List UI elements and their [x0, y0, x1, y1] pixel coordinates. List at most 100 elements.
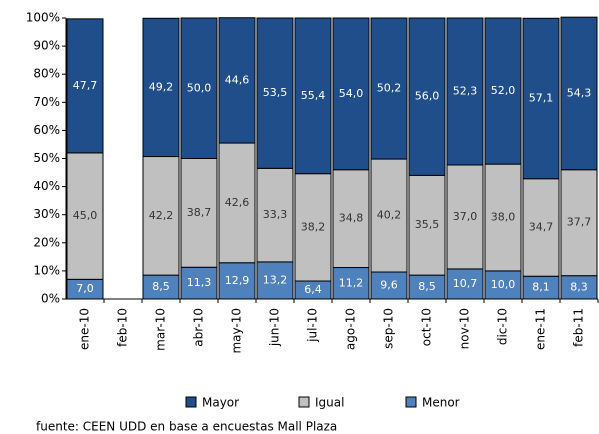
y-tick-label: 90%	[33, 39, 60, 53]
value-label: 8,3	[570, 280, 588, 293]
value-label: 56,0	[415, 90, 440, 103]
x-tick-label: ene-10	[78, 308, 92, 350]
value-label: 55,4	[301, 89, 326, 102]
x-tick-label: ago-10	[344, 308, 358, 350]
bar-segment	[180, 266, 218, 300]
bar-segment	[256, 261, 294, 300]
x-tick-label: abr-10	[192, 308, 206, 347]
value-label: 11,3	[187, 276, 212, 289]
bar-segment	[256, 17, 294, 169]
value-label: 52,0	[491, 84, 516, 97]
bar-segment	[66, 152, 104, 280]
legend-label: Menor	[422, 396, 460, 410]
value-label: 50,2	[377, 82, 402, 95]
value-label: 38,7	[187, 206, 212, 219]
bar-segment	[294, 173, 332, 282]
value-label: 35,5	[415, 218, 440, 231]
y-tick-label: 80%	[33, 67, 60, 81]
value-label: 54,0	[339, 87, 364, 100]
bar-segment	[294, 17, 332, 175]
y-tick-label: 0%	[41, 292, 60, 306]
value-label: 49,2	[149, 80, 174, 93]
legend-swatch	[405, 396, 417, 408]
value-label: 40,2	[377, 209, 402, 222]
bar-segment	[446, 268, 484, 300]
legend-label: Igual	[315, 396, 344, 410]
bar-segment	[484, 163, 522, 272]
x-tick-label: jun-10	[268, 308, 282, 347]
value-label: 8,1	[532, 281, 550, 294]
x-tick-label: dic-10	[496, 308, 510, 345]
bar-segment	[180, 158, 218, 268]
bar-segment	[446, 17, 484, 166]
bar-segment	[408, 17, 446, 176]
bar-segment	[370, 271, 408, 300]
x-tick-label: ene-11	[534, 308, 548, 350]
value-label: 45,0	[73, 209, 98, 222]
bar-segment	[370, 17, 408, 160]
bar-segment	[218, 262, 256, 300]
x-tick-label: feb-10	[116, 308, 130, 347]
value-label: 11,2	[339, 276, 364, 289]
x-tick-label: nov-10	[458, 308, 472, 349]
value-label: 12,9	[225, 274, 250, 287]
y-tick-label: 20%	[33, 235, 60, 249]
value-label: 10,7	[453, 277, 478, 290]
x-tick-label: mar-10	[154, 308, 168, 351]
bar-segment	[142, 156, 180, 276]
y-tick-label: 10%	[33, 263, 60, 277]
value-label: 10,0	[491, 278, 516, 291]
value-label: 8,5	[418, 280, 436, 293]
value-label: 47,7	[73, 79, 98, 92]
value-label: 33,3	[263, 208, 288, 221]
x-tick-label: oct-10	[420, 308, 434, 346]
bar-segment	[332, 169, 370, 269]
value-label: 42,2	[149, 209, 174, 222]
bar-segment	[522, 17, 560, 180]
value-label: 50,0	[187, 81, 212, 94]
value-label: 9,6	[380, 279, 398, 292]
bar-segment	[522, 178, 560, 277]
bar-segment	[66, 18, 104, 154]
y-tick-label: 40%	[33, 179, 60, 193]
value-label: 7,0	[76, 282, 94, 295]
x-tick-label: sep-10	[382, 308, 396, 349]
bar-segment	[484, 17, 522, 165]
y-tick-label: 100%	[26, 11, 60, 25]
bar-segment	[180, 17, 218, 159]
value-label: 38,2	[301, 220, 326, 233]
value-label: 53,5	[263, 86, 288, 99]
value-label: 38,0	[491, 211, 516, 224]
y-tick-label: 70%	[33, 95, 60, 109]
value-label: 37,0	[453, 210, 478, 223]
value-label: 13,2	[263, 273, 288, 286]
y-tick-label: 30%	[33, 207, 60, 221]
bar-segment	[218, 142, 256, 264]
legend-label: Mayor	[202, 396, 239, 410]
bar-segment	[256, 167, 294, 263]
value-label: 57,1	[529, 92, 554, 105]
bar-segment	[408, 174, 446, 276]
x-tick-label: jul-10	[306, 308, 320, 343]
value-label: 44,6	[225, 73, 250, 86]
x-tick-label: may-10	[230, 308, 244, 354]
value-label: 8,5	[152, 280, 170, 293]
x-tick-label: feb-11	[572, 308, 586, 347]
legend-swatch	[298, 396, 310, 408]
value-label: 34,7	[529, 220, 554, 233]
bar-segment	[142, 17, 180, 158]
value-label: 37,7	[567, 216, 592, 229]
value-label: 52,3	[453, 84, 478, 97]
bar-segment	[218, 17, 256, 144]
value-label: 6,4	[304, 283, 322, 296]
legend-swatch	[185, 396, 197, 408]
source-note: fuente: CEEN UDD en base a encuestas Mal…	[36, 420, 337, 434]
bar-segment	[560, 16, 598, 171]
value-label: 54,3	[567, 86, 592, 99]
bar-segment	[332, 17, 370, 171]
y-tick-label: 60%	[33, 123, 60, 137]
y-tick-label: 50%	[33, 151, 60, 165]
value-label: 34,8	[339, 212, 364, 225]
value-label: 42,6	[225, 196, 250, 209]
